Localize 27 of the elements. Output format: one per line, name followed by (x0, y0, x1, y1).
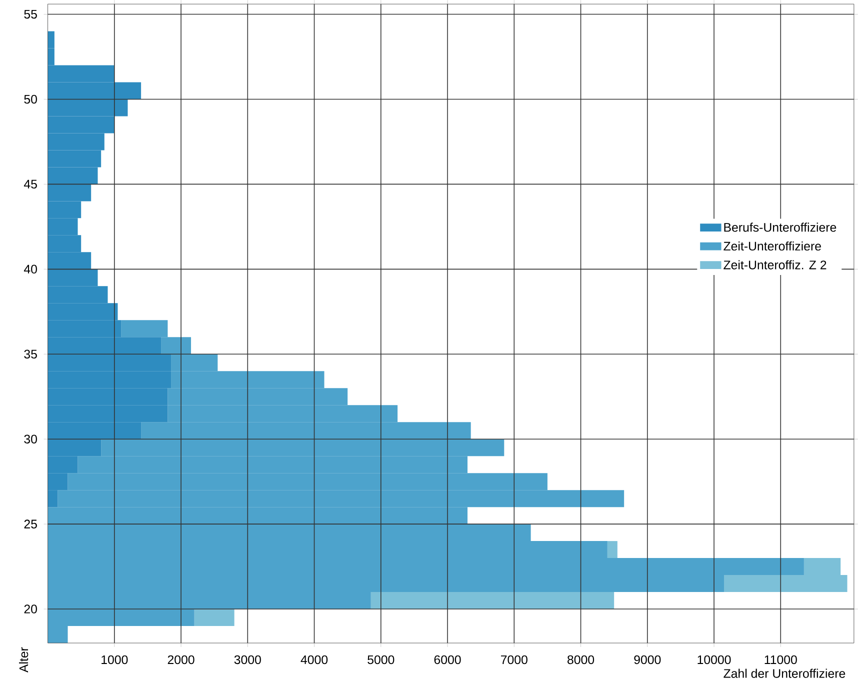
x-tick-label: 10000 (698, 655, 731, 664)
x-tick-label: 2000 (168, 655, 194, 664)
x-tick-label: 9000 (634, 655, 661, 664)
x-tick-label: 6000 (434, 655, 461, 664)
y-tick-label: 45 (24, 180, 37, 189)
y-tick-label: 25 (24, 520, 37, 529)
legend-label: Zeit-Unteroffiziere (724, 242, 821, 251)
y-tick-label: 40 (24, 264, 37, 274)
y-tick-label: 20 (24, 604, 37, 614)
x-tick-label: 11000 (764, 655, 797, 664)
y-tick-label: 30 (24, 434, 37, 444)
bar (370, 592, 614, 610)
x-tick-label: 7000 (500, 655, 528, 664)
x-tick-label: 5000 (368, 655, 394, 664)
legend-label: Zeit-Unteroffiz. Z 2 (724, 260, 826, 270)
x-tick-label: 4000 (300, 655, 328, 664)
x-tick-label: 1000 (102, 655, 128, 664)
bar (607, 541, 618, 558)
bar (194, 609, 234, 626)
legend-label: Berufs-Unteroffiziere (724, 222, 836, 232)
x-tick-label: 8000 (568, 655, 594, 664)
y-tick-label: 35 (24, 350, 37, 359)
y-axis-title: Alter (19, 647, 28, 673)
y-tick-label: 55 (24, 10, 37, 19)
x-axis-title: Zahl der Unteroffiziere (724, 668, 846, 678)
x-tick-label: 3000 (234, 655, 261, 664)
y-tick-label: 50 (24, 94, 37, 104)
